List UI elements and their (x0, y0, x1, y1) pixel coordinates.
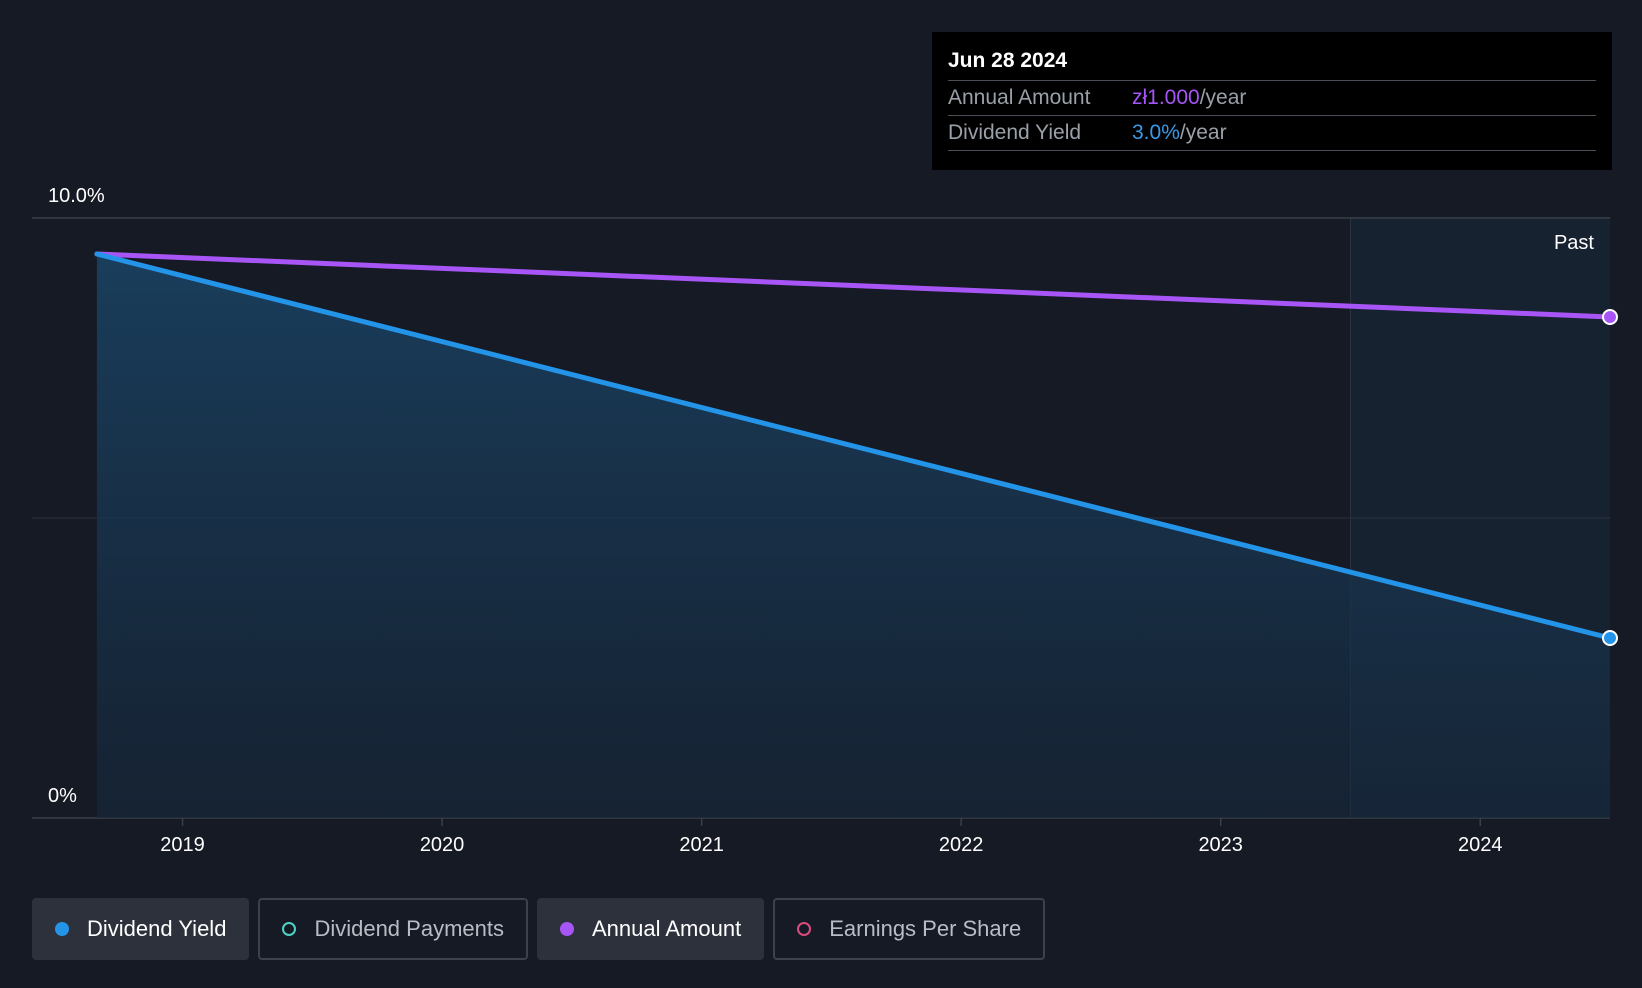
tooltip-row-dividend-yield: Dividend Yield 3.0% /year (948, 116, 1596, 151)
dividend-yield-line (94, 251, 1613, 641)
tooltip-dividend-yield-unit: /year (1179, 121, 1227, 144)
y-tick-label-bottom: 0% (48, 785, 77, 807)
annual-amount-line (94, 251, 1613, 320)
x-tick-label-2021: 2021 (679, 834, 724, 856)
legend-dividend-yield-label: Dividend Yield (87, 916, 227, 941)
x-tick-label-2024: 2024 (1458, 834, 1503, 856)
past-label: Past (1554, 232, 1594, 254)
legend-annual-amount-label: Annual Amount (591, 916, 742, 941)
legend: Dividend Yield Dividend Payments Annual … (32, 898, 1046, 960)
x-tick-label-2019: 2019 (160, 834, 205, 856)
y-tick-label-top: 10.0% (48, 185, 105, 207)
tooltip-annual-amount-unit: /year (1199, 86, 1247, 109)
x-tick-label-2023: 2023 (1198, 834, 1243, 856)
tooltip-annual-amount-value: zł1.000 (1132, 86, 1200, 109)
legend-dividend-yield-button[interactable]: Dividend Yield (32, 898, 250, 960)
legend-dividend-payments-label: Dividend Payments (314, 916, 504, 941)
dividend-payments-dot-icon (282, 922, 297, 936)
tooltip-row-annual-amount: Annual Amount zł1.000 /year (948, 81, 1596, 116)
dividend-yield-area (96, 254, 1610, 818)
dividend-yield-dot-icon (55, 922, 69, 936)
tooltip-dividend-yield-value: 3.0% (1132, 121, 1180, 144)
annual-amount-dot-icon (559, 922, 574, 936)
earnings-per-share-dot-icon (797, 922, 812, 936)
tooltip-annual-amount-label: Annual Amount (948, 86, 1091, 109)
tooltip-date: Jun 28 2024 (948, 46, 1596, 81)
tooltip-dividend-yield-label: Dividend Yield (948, 121, 1082, 144)
legend-dividend-payments-button[interactable]: Dividend Payments (258, 898, 528, 960)
annual-amount-end-marker (1602, 309, 1618, 325)
x-tick-label-2022: 2022 (939, 834, 984, 856)
tooltip-panel: Jun 28 2024 Annual Amount zł1.000 /year … (932, 32, 1612, 170)
x-tick-label-2020: 2020 (420, 834, 465, 856)
legend-earnings-per-share-label: Earnings Per Share (829, 916, 1022, 941)
dividend-yield-end-marker (1602, 630, 1618, 646)
legend-earnings-per-share-button[interactable]: Earnings Per Share (773, 898, 1046, 960)
legend-annual-amount-button[interactable]: Annual Amount (536, 898, 765, 960)
